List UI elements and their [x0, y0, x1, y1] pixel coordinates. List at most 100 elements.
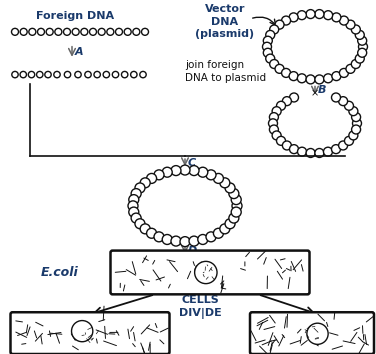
Circle shape	[297, 11, 306, 20]
Circle shape	[147, 228, 156, 238]
Circle shape	[351, 25, 360, 34]
Circle shape	[220, 224, 230, 234]
Circle shape	[29, 28, 36, 35]
Circle shape	[75, 72, 81, 78]
Circle shape	[162, 234, 172, 245]
Circle shape	[94, 72, 100, 78]
Circle shape	[140, 72, 146, 78]
Circle shape	[141, 28, 149, 35]
Circle shape	[81, 28, 88, 35]
Circle shape	[344, 101, 353, 110]
Circle shape	[121, 72, 128, 78]
Circle shape	[206, 170, 216, 180]
Circle shape	[154, 170, 164, 180]
Circle shape	[282, 16, 291, 25]
Circle shape	[353, 119, 361, 128]
Circle shape	[355, 54, 364, 63]
Circle shape	[12, 72, 18, 78]
Circle shape	[129, 195, 139, 205]
FancyBboxPatch shape	[250, 312, 374, 354]
Circle shape	[332, 72, 341, 81]
Circle shape	[306, 10, 315, 18]
Circle shape	[231, 195, 241, 205]
Text: Vector
DNA
(plasmid): Vector DNA (plasmid)	[196, 5, 255, 39]
Circle shape	[290, 145, 299, 154]
Circle shape	[263, 48, 272, 57]
Circle shape	[171, 236, 181, 246]
Circle shape	[229, 213, 239, 223]
FancyBboxPatch shape	[11, 312, 170, 354]
Circle shape	[266, 54, 275, 63]
Circle shape	[290, 93, 299, 102]
Circle shape	[135, 183, 145, 193]
Circle shape	[115, 28, 123, 35]
Circle shape	[98, 28, 105, 35]
Circle shape	[214, 173, 223, 183]
Circle shape	[289, 13, 298, 22]
Circle shape	[282, 68, 291, 78]
Circle shape	[171, 166, 181, 176]
Circle shape	[154, 232, 164, 242]
Circle shape	[38, 28, 44, 35]
Circle shape	[272, 131, 281, 140]
Circle shape	[220, 178, 230, 188]
Circle shape	[103, 72, 109, 78]
Circle shape	[282, 141, 291, 150]
Text: E.coli: E.coli	[41, 266, 79, 279]
Text: join foreign
DNA to plasmid: join foreign DNA to plasmid	[185, 60, 266, 83]
Circle shape	[140, 178, 150, 188]
Circle shape	[89, 28, 97, 35]
Circle shape	[131, 213, 141, 223]
Circle shape	[263, 36, 272, 45]
Circle shape	[189, 236, 199, 246]
Circle shape	[206, 232, 216, 242]
Text: Foreign DNA: Foreign DNA	[36, 11, 114, 21]
Circle shape	[225, 219, 235, 229]
Circle shape	[352, 125, 361, 134]
Circle shape	[64, 28, 71, 35]
Circle shape	[147, 173, 156, 183]
Circle shape	[306, 149, 315, 158]
Circle shape	[232, 201, 242, 211]
Circle shape	[131, 189, 141, 199]
Circle shape	[276, 101, 285, 110]
Circle shape	[358, 36, 367, 45]
Circle shape	[229, 189, 239, 199]
Circle shape	[275, 64, 284, 73]
Circle shape	[162, 167, 172, 177]
Text: A: A	[75, 47, 83, 57]
Circle shape	[36, 72, 43, 78]
Circle shape	[12, 28, 18, 35]
Circle shape	[289, 72, 298, 81]
Text: DIV|DE: DIV|DE	[179, 308, 221, 319]
Circle shape	[346, 20, 355, 29]
Circle shape	[358, 48, 367, 57]
Circle shape	[189, 166, 199, 176]
Circle shape	[20, 72, 26, 78]
Circle shape	[180, 165, 190, 175]
Circle shape	[297, 74, 306, 83]
Circle shape	[324, 74, 333, 83]
Circle shape	[344, 136, 353, 145]
Circle shape	[262, 42, 271, 51]
Circle shape	[346, 64, 355, 73]
Circle shape	[340, 16, 349, 25]
Circle shape	[198, 234, 208, 245]
Circle shape	[225, 183, 235, 193]
Circle shape	[272, 107, 281, 116]
Circle shape	[64, 72, 71, 78]
Circle shape	[107, 28, 114, 35]
Circle shape	[307, 323, 328, 344]
Circle shape	[268, 119, 277, 128]
Circle shape	[358, 42, 367, 51]
Text: ×: ×	[311, 88, 319, 98]
Circle shape	[297, 147, 306, 156]
Circle shape	[112, 72, 119, 78]
Text: B: B	[318, 86, 326, 96]
Circle shape	[324, 11, 333, 20]
Circle shape	[124, 28, 131, 35]
Circle shape	[340, 68, 349, 78]
Circle shape	[20, 28, 27, 35]
Circle shape	[214, 228, 223, 238]
Circle shape	[180, 237, 190, 247]
